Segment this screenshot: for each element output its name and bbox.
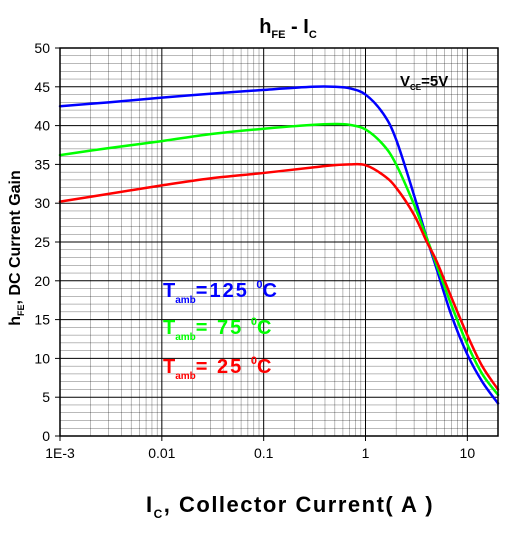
vce-v: V xyxy=(400,73,410,90)
vce-rest: =5V xyxy=(421,73,448,90)
xlabel-rest: , Collector Current( A ) xyxy=(164,492,434,517)
title-h-sub: FE xyxy=(271,29,285,41)
title-i: I xyxy=(303,16,309,38)
legend-75-t: T xyxy=(163,317,175,339)
chart-title: hFE - IC xyxy=(259,16,317,41)
y-tick-label: 30 xyxy=(34,195,50,211)
legend-25-t: T xyxy=(163,356,175,378)
y-tick-label: 40 xyxy=(34,118,50,134)
ylabel-rest: , DC Current Gain xyxy=(7,170,24,304)
ylabel-h: h xyxy=(7,316,24,326)
x-tick-label: 0.1 xyxy=(254,445,274,461)
legend-75-sub: amb xyxy=(175,332,196,343)
legend-75-end: C xyxy=(257,317,271,339)
x-tick-label: 0.01 xyxy=(148,445,175,461)
legend-25-end: C xyxy=(257,356,271,378)
legend-75-sup: 0 xyxy=(251,316,257,328)
legend-125-sup: 0 xyxy=(256,279,262,291)
legend-75-mid: = 75 xyxy=(196,317,251,339)
tick-labels: 0 5 10 15 20 25 30 35 40 45 50 1E-3 0.01 0.1 1 10 xyxy=(34,40,475,461)
x-tick-label: 1 xyxy=(362,445,370,461)
y-tick-label: 25 xyxy=(34,234,50,250)
x-tick-label: 10 xyxy=(460,445,476,461)
axes xyxy=(55,47,499,441)
y-tick-label: 5 xyxy=(42,389,50,405)
ylabel-sub: FE xyxy=(16,304,26,316)
title-i-sub: C xyxy=(309,29,317,41)
legend: Tamb=125 0C Tamb= 75 0C Tamb= 25 0C xyxy=(163,279,277,382)
legend-125-t: T xyxy=(163,280,175,302)
legend-25-sub: amb xyxy=(175,371,196,382)
legend-item-25c: Tamb= 25 0C xyxy=(163,355,271,382)
y-tick-label: 0 xyxy=(42,428,50,444)
legend-125-mid: =125 xyxy=(196,280,257,302)
xlabel-i: I xyxy=(146,492,154,517)
y-tick-label: 20 xyxy=(34,273,50,289)
y-tick-label: 15 xyxy=(34,312,50,328)
legend-25-mid: = 25 xyxy=(196,356,251,378)
y-tick-label: 35 xyxy=(34,156,50,172)
xlabel-sub: C xyxy=(154,507,164,521)
legend-125-sub: amb xyxy=(175,295,196,306)
series-layer xyxy=(58,85,500,405)
grid xyxy=(59,47,499,437)
y-tick-label: 10 xyxy=(34,350,50,366)
title-sep: - xyxy=(285,16,303,38)
series-line-1 xyxy=(58,122,500,397)
x-tick-label: 1E-3 xyxy=(45,445,75,461)
series-line-0 xyxy=(58,85,500,405)
y-tick-label: 45 xyxy=(34,79,50,95)
title-h: h xyxy=(259,16,271,38)
legend-25-sup: 0 xyxy=(251,355,257,367)
legend-125-end: C xyxy=(263,280,277,302)
legend-item-75c: Tamb= 75 0C xyxy=(163,316,271,343)
y-axis-title: hFE, DC Current Gain xyxy=(7,170,26,326)
vce-annotation: VCE=5V xyxy=(400,73,448,92)
legend-item-125c: Tamb=125 0C xyxy=(163,279,277,306)
x-axis-title: IC, Collector Current( A ) xyxy=(146,492,434,521)
y-tick-label: 50 xyxy=(34,40,50,56)
series-line-2 xyxy=(58,162,500,391)
vce-sub: CE xyxy=(410,83,422,92)
